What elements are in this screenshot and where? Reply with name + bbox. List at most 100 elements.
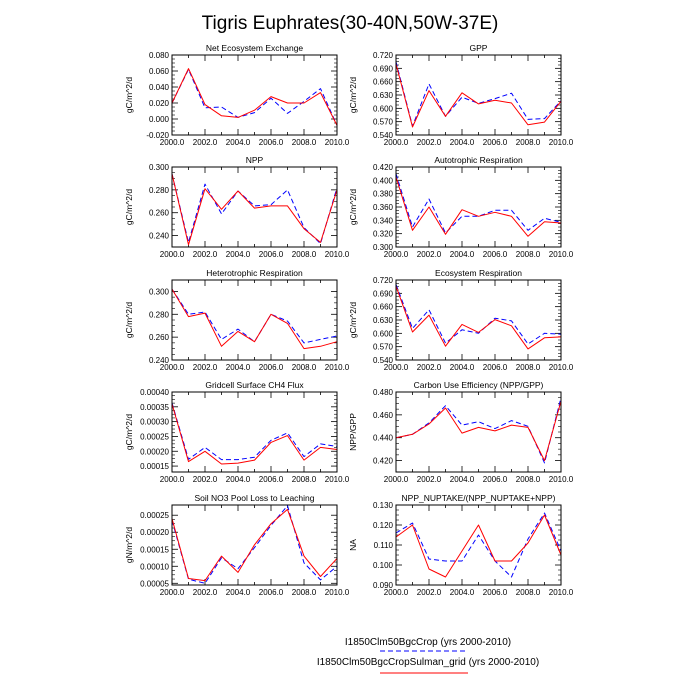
x-tick-label: 2010.0 xyxy=(549,138,574,147)
series-line-solid xyxy=(395,514,562,578)
x-tick-label: 2006.0 xyxy=(483,588,508,597)
chart-panel: 0.540 0.570 0.600 0.630 0.660 0.690 0.720 2000.… xyxy=(348,43,574,147)
y-axis-label: gC/m^2/d xyxy=(124,77,134,113)
y-tick-label: 0.440 xyxy=(373,434,394,443)
x-tick-label: 2010.0 xyxy=(325,475,350,484)
x-tick-label: 2006.0 xyxy=(259,363,284,372)
x-tick-label: 2010.0 xyxy=(549,363,574,372)
y-tick-label: 0.460 xyxy=(373,411,394,420)
series-line-solid xyxy=(171,68,338,126)
y-tick-label: 0.690 xyxy=(373,289,394,298)
x-tick-label: 2010.0 xyxy=(549,475,574,484)
y-tick-label: 0.020 xyxy=(149,99,170,108)
y-axis-label: gC/m^2/d xyxy=(348,302,358,338)
x-tick-label: 2000.0 xyxy=(384,363,409,372)
x-tick-label: 2008.0 xyxy=(516,250,541,259)
y-tick-label: 0.260 xyxy=(149,333,170,342)
y-tick-label: 0.420 xyxy=(373,457,394,466)
y-tick-label: 0.00015 xyxy=(140,462,169,471)
series-line-dashed xyxy=(171,173,338,245)
legend-item-series-a: I1850Clm50BgcCrop (yrs 2000-2010) xyxy=(345,637,511,652)
y-tick-label: 0.00025 xyxy=(140,432,169,441)
series-line-solid xyxy=(171,288,338,350)
series-line-dashed xyxy=(395,173,562,234)
chart-panel: 0.240 0.260 0.280 0.300 2000.0 2002.0 2004.0 20… xyxy=(124,155,350,259)
y-tick-label: 0.660 xyxy=(373,78,394,87)
y-tick-label: 0.100 xyxy=(373,561,394,570)
x-tick-label: 2008.0 xyxy=(292,475,317,484)
y-tick-label: 0.720 xyxy=(373,276,394,285)
x-tick-label: 2006.0 xyxy=(483,250,508,259)
series-line-solid xyxy=(395,400,562,462)
legend-label: I1850Clm50BgcCrop (yrs 2000-2010) xyxy=(345,637,511,648)
y-tick-label: 0.00020 xyxy=(140,447,169,456)
y-tick-label: 0.000 xyxy=(149,115,170,124)
x-tick-label: 2000.0 xyxy=(384,475,409,484)
x-tick-label: 2006.0 xyxy=(259,138,284,147)
chart-panel: 0.540 0.570 0.600 0.630 0.660 0.690 0.720 2000.… xyxy=(348,268,574,372)
y-tick-label: 0.080 xyxy=(149,51,170,60)
chart-panel: 0.240 0.260 0.280 0.300 2000.0 2002.0 2004.0 20… xyxy=(124,268,350,372)
y-tick-label: 0.060 xyxy=(149,67,170,76)
x-tick-label: 2010.0 xyxy=(325,138,350,147)
chart-title: Autotrophic Respiration xyxy=(434,155,523,165)
y-tick-label: 0.380 xyxy=(373,190,394,199)
series-line-dashed xyxy=(395,397,562,464)
y-tick-label: 0.720 xyxy=(373,51,394,60)
chart-title: Net Ecosystem Exchange xyxy=(206,43,304,53)
x-tick-label: 2000.0 xyxy=(160,475,185,484)
series-line-dashed xyxy=(395,61,562,127)
x-tick-label: 2010.0 xyxy=(549,588,574,597)
y-tick-label: 0.630 xyxy=(373,316,394,325)
x-tick-label: 2002.0 xyxy=(417,588,442,597)
x-tick-label: 2008.0 xyxy=(292,588,317,597)
y-tick-label: 0.00005 xyxy=(140,579,169,588)
y-tick-label: 0.300 xyxy=(373,243,394,252)
x-tick-label: 2002.0 xyxy=(417,363,442,372)
x-tick-label: 2000.0 xyxy=(160,363,185,372)
series-line-dashed xyxy=(395,512,562,578)
x-tick-label: 2008.0 xyxy=(516,138,541,147)
chart-panel: 0.090 0.100 0.110 0.120 0.130 2000.0 2002.0 200… xyxy=(348,493,574,597)
y-tick-label: 0.240 xyxy=(149,232,170,241)
series-line-dashed xyxy=(395,284,562,345)
chart-title: NPP_NUPTAKE/(NPP_NUPTAKE+NPP) xyxy=(402,493,556,503)
y-tick-label: 0.660 xyxy=(373,303,394,312)
plot-frame xyxy=(395,279,562,361)
plot-frame xyxy=(171,504,338,586)
y-tick-label: 0.360 xyxy=(373,203,394,212)
x-tick-label: 2002.0 xyxy=(193,475,218,484)
legend-label: I1850Clm50BgcCropSulman_grid (yrs 2000-2… xyxy=(317,657,539,668)
x-tick-label: 2006.0 xyxy=(259,588,284,597)
y-tick-label: 0.340 xyxy=(373,216,394,225)
x-tick-label: 2006.0 xyxy=(483,138,508,147)
x-tick-label: 2002.0 xyxy=(193,363,218,372)
legend-item-series-b: I1850Clm50BgcCropSulman_grid (yrs 2000-2… xyxy=(317,657,539,674)
y-axis-label: gC/m^2/d xyxy=(124,189,134,225)
chart-title: NPP xyxy=(246,155,264,165)
chart-title: Heterotrophic Respiration xyxy=(206,268,303,278)
x-tick-label: 2004.0 xyxy=(226,250,251,259)
series-line-solid xyxy=(395,286,562,350)
x-tick-label: 2004.0 xyxy=(450,363,475,372)
y-tick-label: 0.00020 xyxy=(140,528,169,537)
y-tick-label: 0.400 xyxy=(373,176,394,185)
x-tick-label: 2004.0 xyxy=(450,250,475,259)
y-tick-label: 0.570 xyxy=(373,118,394,127)
series-line-dashed xyxy=(171,288,338,344)
x-tick-label: 2000.0 xyxy=(384,588,409,597)
x-tick-label: 2010.0 xyxy=(325,363,350,372)
chart-panels: -0.020 0.000 0.020 0.040 0.060 0.080 2000.0 200… xyxy=(124,43,574,597)
x-tick-label: 2006.0 xyxy=(259,475,284,484)
x-tick-label: 2008.0 xyxy=(292,250,317,259)
x-tick-label: 2002.0 xyxy=(193,250,218,259)
x-tick-label: 2002.0 xyxy=(417,138,442,147)
x-tick-label: 2008.0 xyxy=(516,588,541,597)
y-tick-label: 0.480 xyxy=(373,388,394,397)
x-tick-label: 2002.0 xyxy=(193,588,218,597)
x-tick-label: 2008.0 xyxy=(292,138,317,147)
x-tick-label: 2004.0 xyxy=(226,363,251,372)
plot-frame xyxy=(171,54,338,136)
y-tick-label: 0.600 xyxy=(373,104,394,113)
series-line-dashed xyxy=(171,68,338,126)
